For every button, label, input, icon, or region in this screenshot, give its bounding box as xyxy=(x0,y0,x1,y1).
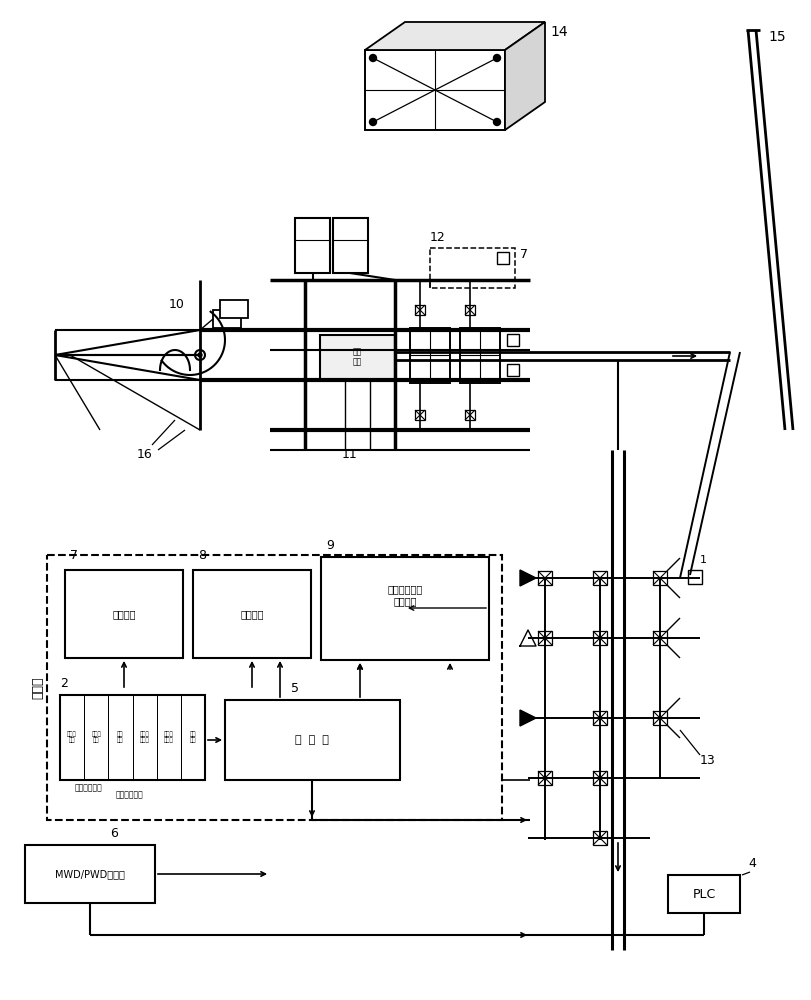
Bar xyxy=(25,845,155,903)
Text: 2: 2 xyxy=(60,677,68,690)
Bar xyxy=(65,570,183,658)
Circle shape xyxy=(494,118,500,125)
Bar xyxy=(181,695,205,780)
Bar xyxy=(430,248,515,288)
Circle shape xyxy=(370,118,376,125)
Text: 钻井液
流量: 钻井液 流量 xyxy=(92,731,101,743)
Bar xyxy=(295,218,330,273)
Text: 井口
背压: 井口 背压 xyxy=(190,731,196,743)
Bar xyxy=(538,631,552,645)
Bar xyxy=(415,410,425,420)
Bar xyxy=(653,571,667,585)
Text: 工控机: 工控机 xyxy=(32,677,45,699)
Text: 1: 1 xyxy=(700,555,707,565)
Bar xyxy=(333,218,368,273)
Bar xyxy=(593,771,607,785)
Bar xyxy=(410,328,450,383)
Text: MWD/PWD计算机: MWD/PWD计算机 xyxy=(55,869,125,879)
Text: 井深
数据: 井深 数据 xyxy=(117,731,123,743)
Text: 5: 5 xyxy=(291,682,299,695)
Bar xyxy=(653,711,667,725)
Bar xyxy=(538,571,552,585)
Bar xyxy=(507,334,519,346)
Bar xyxy=(465,410,475,420)
Text: 井底合
成压力: 井底合 成压力 xyxy=(139,731,149,743)
Bar xyxy=(465,305,475,315)
Bar xyxy=(593,571,607,585)
Text: 6: 6 xyxy=(110,827,118,840)
Text: 16: 16 xyxy=(137,448,153,462)
Bar xyxy=(193,570,311,658)
Text: 图形显示: 图形显示 xyxy=(240,609,264,619)
Text: 4: 4 xyxy=(748,857,756,870)
Bar xyxy=(593,711,607,725)
Text: 9: 9 xyxy=(326,539,334,552)
Text: 12: 12 xyxy=(430,231,446,244)
Bar xyxy=(668,875,740,913)
Bar xyxy=(460,328,500,383)
Bar xyxy=(415,305,425,315)
Text: 参数输入系统: 参数输入系统 xyxy=(116,790,144,800)
Text: 井口
装置: 井口 装置 xyxy=(352,347,362,367)
Bar xyxy=(132,695,157,780)
Polygon shape xyxy=(505,22,545,130)
Text: 钻井目
标压力: 钻井目 标压力 xyxy=(164,731,174,743)
Polygon shape xyxy=(520,710,536,726)
Circle shape xyxy=(370,54,376,62)
Text: PLC: PLC xyxy=(693,888,715,900)
Bar xyxy=(507,364,519,376)
Bar xyxy=(220,300,248,318)
Text: 参数输入系统: 参数输入系统 xyxy=(75,784,103,792)
Bar xyxy=(321,557,489,660)
Bar xyxy=(47,555,502,820)
Text: 7: 7 xyxy=(70,549,78,562)
Bar xyxy=(497,252,509,264)
Text: 13: 13 xyxy=(700,754,716,766)
Text: 15: 15 xyxy=(768,30,786,44)
Bar xyxy=(225,700,400,780)
Bar xyxy=(84,695,109,780)
Text: 14: 14 xyxy=(550,25,568,39)
Bar xyxy=(60,695,84,780)
Bar xyxy=(320,335,395,380)
Bar xyxy=(365,50,505,130)
Polygon shape xyxy=(520,570,536,586)
Text: 数  据  库: 数 据 库 xyxy=(295,735,329,745)
Text: 井口目标压力
计出系统: 井口目标压力 计出系统 xyxy=(388,584,423,606)
Bar xyxy=(60,695,205,780)
Bar xyxy=(688,570,702,584)
Text: 8: 8 xyxy=(198,549,206,562)
Bar xyxy=(109,695,132,780)
Text: 钻井液
密度: 钻井液 密度 xyxy=(67,731,77,743)
Bar xyxy=(213,310,241,328)
Bar xyxy=(653,631,667,645)
Polygon shape xyxy=(365,22,545,50)
Bar xyxy=(157,695,181,780)
Text: 11: 11 xyxy=(342,448,358,462)
Text: 数字显示: 数字显示 xyxy=(112,609,135,619)
Bar xyxy=(593,831,607,845)
Circle shape xyxy=(198,353,202,357)
Bar xyxy=(538,771,552,785)
Text: 7: 7 xyxy=(520,248,528,261)
Bar xyxy=(593,631,607,645)
Text: 10: 10 xyxy=(169,298,185,312)
Circle shape xyxy=(494,54,500,62)
